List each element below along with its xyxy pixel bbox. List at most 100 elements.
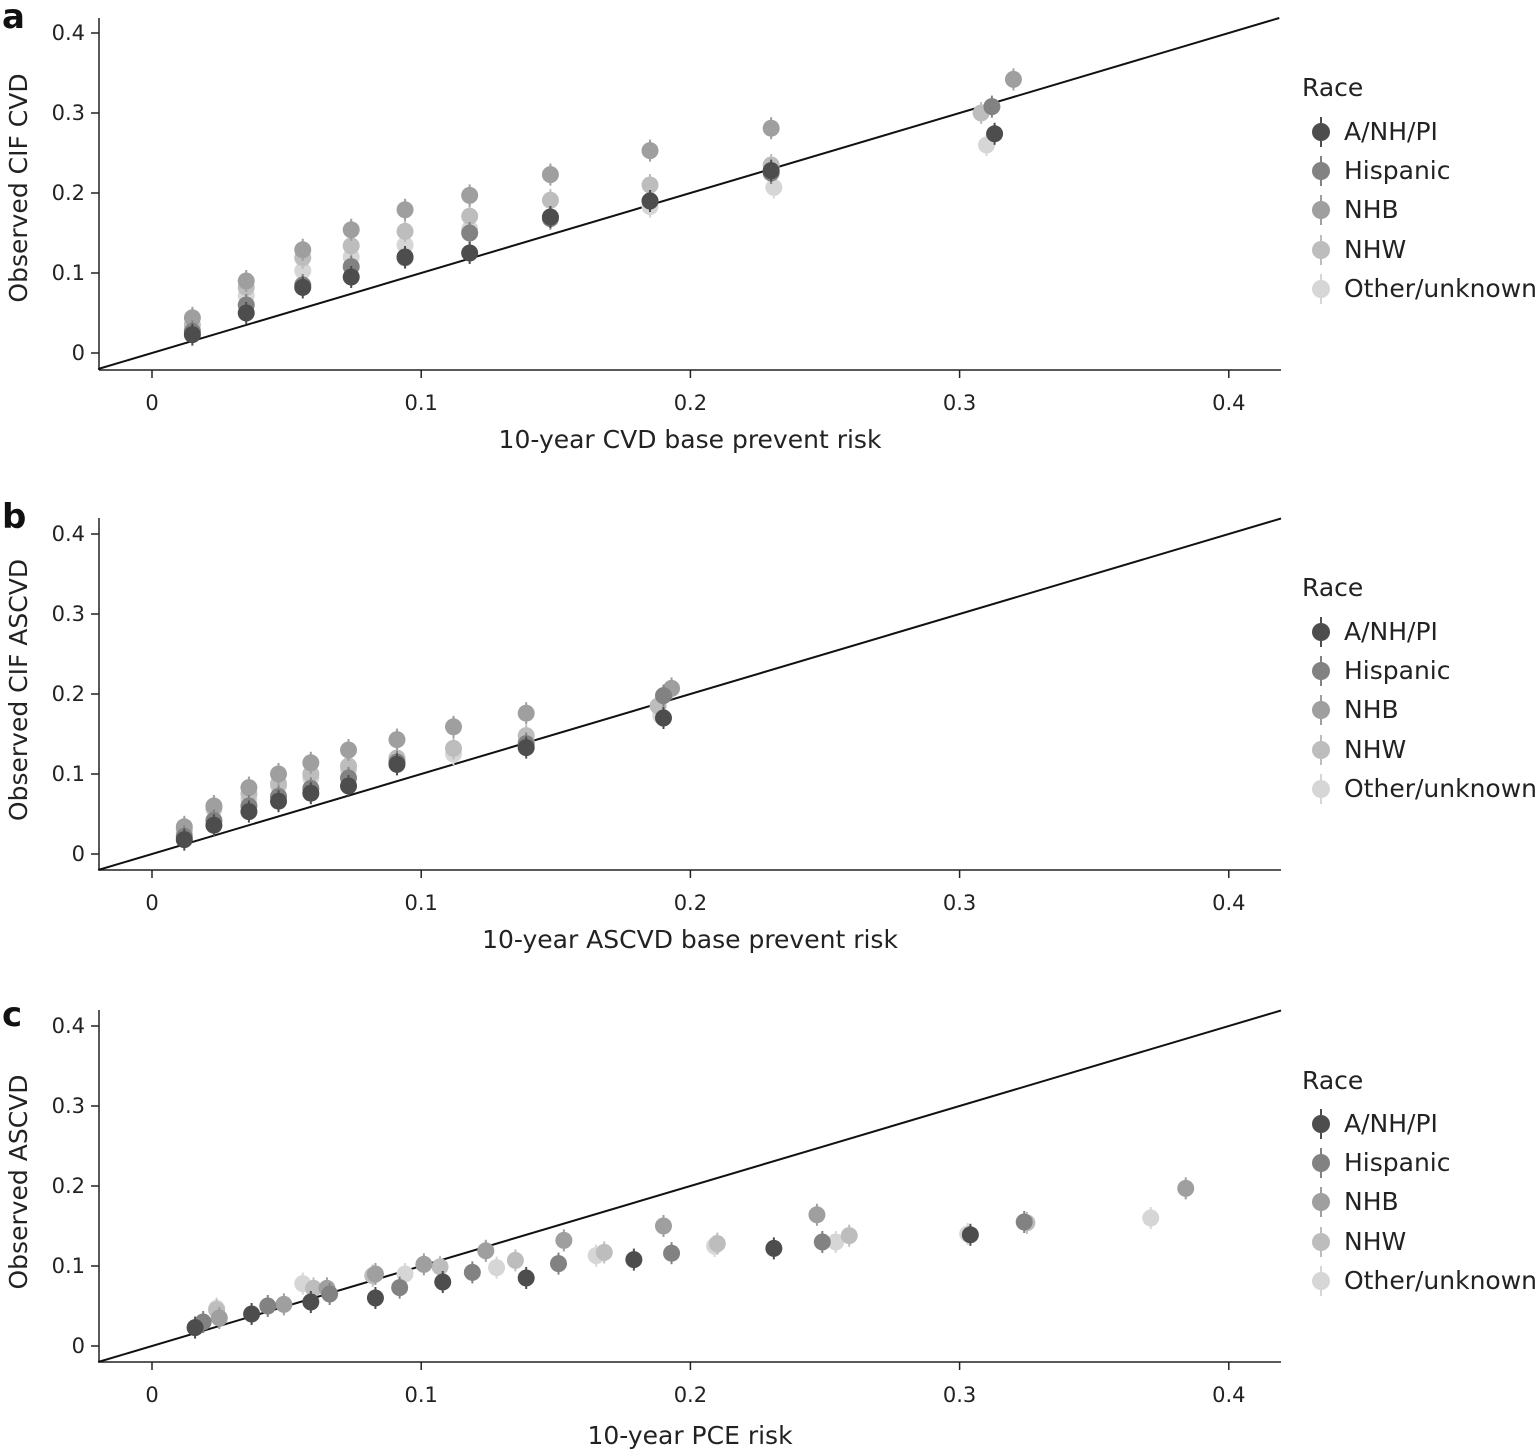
y-tick-label: 0.3 [52,602,85,626]
point-nhb [517,704,535,722]
y-tick-label: 0 [72,1334,85,1358]
point-a-nh-pi [461,244,479,262]
y-tick-label: 0.1 [52,261,85,285]
legend-marker-other-unknown [1312,280,1330,298]
y-tick-label: 0.3 [52,101,85,125]
chart-svg-b: b Observed CIF ASCVD 10-year ASCVD base … [2,500,1537,954]
chart-panel-c: c Observed ASCVD 10-year PCE risk Race A… [0,992,1538,1450]
point-a-nh-pi [237,304,255,322]
point-a-nh-pi [294,278,312,296]
x-tick-label: 0.3 [943,891,976,915]
point-hispanic [1015,1213,1033,1231]
y-tick-label: 0.2 [52,181,85,205]
point-nhb [641,142,659,160]
point-hispanic [663,1244,681,1262]
y-tick-label: 0 [72,341,85,365]
legend-marker-a-nh-pi [1312,623,1330,641]
x-tick-label: 0 [145,1383,158,1407]
point-hispanic [391,1279,409,1297]
chart-svg-c: c Observed ASCVD 10-year PCE risk Race A… [2,995,1537,1450]
point-a-nh-pi [625,1251,643,1269]
point-nhb [654,1217,672,1235]
point-nhb [302,754,320,772]
y-axis-title: Observed CIF CVD [4,73,33,302]
point-other-unknown [1142,1209,1160,1227]
x-tick-label: 0.4 [1212,391,1245,415]
point-other-unknown [765,178,783,196]
point-a-nh-pi [517,1269,535,1287]
point-nhb [415,1255,433,1273]
legend-marker-nhb [1312,201,1330,219]
point-a-nh-pi [183,326,201,344]
point-a-nh-pi [205,816,223,834]
point-a-nh-pi [340,777,358,795]
x-tick-label: 0 [145,391,158,415]
point-nhb [541,166,559,184]
legend-marker-nhw [1312,1233,1330,1251]
point-nhw [342,237,360,255]
point-nhw [445,739,463,757]
x-tick-label: 0.1 [404,391,437,415]
y-tick-label: 0.4 [52,1014,85,1038]
x-tick-label: 0.3 [943,1383,976,1407]
point-nhw [431,1258,449,1276]
legend-title: Race [1302,573,1363,602]
point-a-nh-pi [302,1293,320,1311]
legend-marker-nhb [1312,701,1330,719]
legend-label-nhw: NHW [1344,1227,1406,1256]
panel-letter: c [2,995,22,1035]
legend-label-nhw: NHW [1344,235,1406,264]
x-tick-label: 0.3 [943,391,976,415]
legend-label-nhb: NHB [1344,1187,1399,1216]
point-hispanic [321,1285,339,1303]
point-nhb [183,309,201,327]
legend-marker-nhw [1312,241,1330,259]
legend-label-nhb: NHB [1344,195,1399,224]
point-a-nh-pi [541,208,559,226]
point-other-unknown [294,262,312,280]
point-nhb [342,221,360,239]
point-nhb [555,1231,573,1249]
point-nhw [840,1227,858,1245]
legend-label-nhb: NHB [1344,695,1399,724]
legend-marker-nhw [1312,741,1330,759]
point-nhb [240,779,258,797]
x-tick-label: 0.2 [674,891,707,915]
point-nhb [388,731,406,749]
point-a-nh-pi [961,1226,979,1244]
point-a-nh-pi [243,1305,261,1323]
panel-letter: b [2,500,26,537]
legend-label-other-unknown: Other/unknown [1344,274,1537,303]
point-a-nh-pi [762,162,780,180]
point-a-nh-pi [175,831,193,849]
x-axis-title: 10-year ASCVD base prevent risk [482,925,898,954]
point-a-nh-pi [240,803,258,821]
legend-marker-a-nh-pi [1312,1115,1330,1133]
point-nhb [237,272,255,290]
reference-line [97,517,1282,871]
point-nhb [445,718,463,736]
point-a-nh-pi [388,755,406,773]
legend-marker-nhb [1312,1193,1330,1211]
x-tick-label: 0.2 [674,391,707,415]
legend-marker-hispanic [1312,162,1330,180]
chart-panel-b: b Observed CIF ASCVD 10-year ASCVD base … [0,500,1538,970]
point-nhw [506,1251,524,1269]
legend-label-a-nh-pi: A/NH/PI [1344,117,1438,146]
point-nhb [205,797,223,815]
y-tick-label: 0.1 [52,762,85,786]
point-nhw [641,176,659,194]
legend-label-other-unknown: Other/unknown [1344,1266,1537,1295]
point-nhb [762,119,780,137]
x-axis-title: 10-year PCE risk [587,1421,793,1450]
point-a-nh-pi [986,125,1004,143]
point-a-nh-pi [270,792,288,810]
legend-marker-other-unknown [1312,1272,1330,1290]
x-tick-label: 0 [145,891,158,915]
legend-label-other-unknown: Other/unknown [1344,774,1537,803]
legend-label-a-nh-pi: A/NH/PI [1344,617,1438,646]
legend-label-hispanic: Hispanic [1344,1148,1451,1177]
reference-line [97,17,1280,370]
y-tick-label: 0.3 [52,1094,85,1118]
y-tick-label: 0.2 [52,1174,85,1198]
